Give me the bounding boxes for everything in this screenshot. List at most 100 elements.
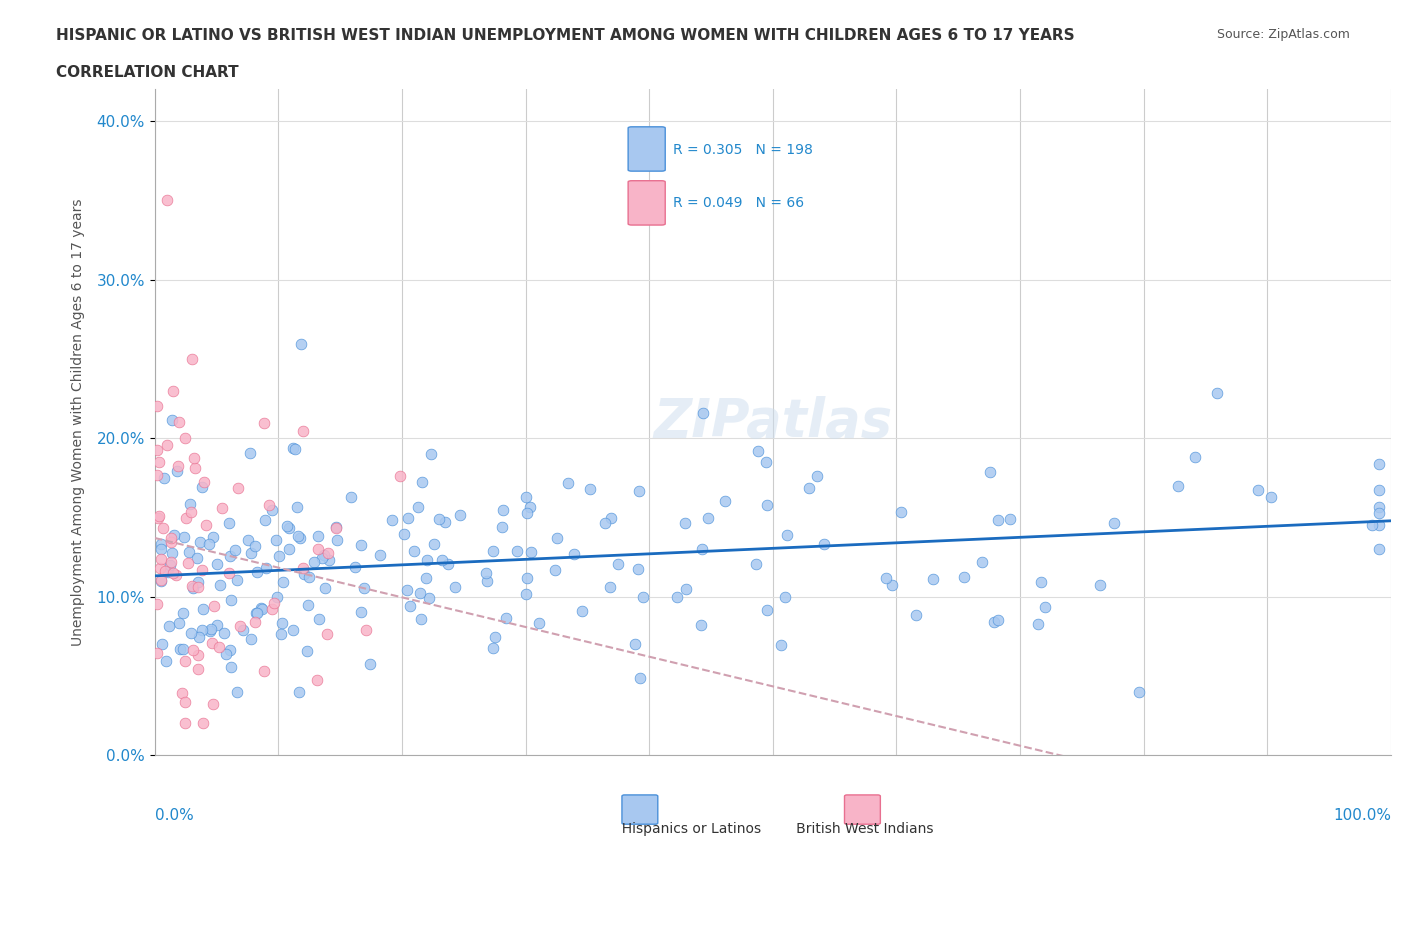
Point: [146, 645, 169, 660]
Point: [218, 549, 240, 564]
Point: [245, 605, 267, 620]
Point: [1128, 684, 1150, 699]
Point: [239, 631, 262, 646]
Point: [239, 545, 262, 560]
Point: [156, 438, 179, 453]
Point: [343, 559, 366, 574]
Point: [515, 586, 537, 601]
Point: [290, 337, 312, 352]
Point: [1205, 385, 1227, 400]
Point: [515, 489, 537, 504]
Point: [229, 618, 252, 633]
Point: [191, 623, 214, 638]
Point: [246, 605, 269, 620]
Point: [692, 405, 714, 420]
Point: [593, 515, 616, 530]
Point: [381, 512, 404, 527]
Point: [191, 479, 214, 494]
Point: [312, 547, 335, 562]
Point: [266, 590, 288, 604]
Point: [193, 716, 215, 731]
Point: [207, 639, 229, 654]
Point: [160, 546, 183, 561]
Point: [187, 580, 209, 595]
Point: [353, 580, 375, 595]
Point: [491, 519, 513, 534]
Point: [201, 529, 224, 544]
Point: [1368, 499, 1391, 514]
Point: [165, 567, 187, 582]
Point: [285, 499, 308, 514]
Point: [297, 644, 319, 658]
Point: [423, 537, 446, 551]
Point: [506, 543, 529, 558]
Point: [208, 578, 231, 592]
Point: [159, 530, 181, 545]
Point: [797, 481, 820, 496]
Point: [564, 547, 586, 562]
Point: [160, 413, 183, 428]
Point: [246, 565, 269, 579]
Point: [628, 671, 651, 686]
Point: [437, 557, 460, 572]
Point: [219, 592, 242, 607]
Point: [292, 566, 315, 581]
Point: [409, 585, 432, 600]
Point: [481, 641, 503, 656]
Point: [170, 686, 193, 701]
Point: [987, 612, 1010, 627]
Text: ZIPatlas: ZIPatlas: [654, 396, 893, 448]
Point: [162, 383, 184, 398]
Point: [714, 494, 737, 509]
Point: [191, 602, 214, 617]
Point: [350, 604, 373, 619]
Point: [813, 537, 835, 551]
Point: [212, 626, 235, 641]
Point: [953, 569, 976, 584]
Text: Hispanics or Latinos        British West Indians: Hispanics or Latinos British West Indian…: [613, 821, 934, 835]
Point: [415, 571, 437, 586]
Point: [278, 520, 301, 535]
Point: [983, 614, 1005, 629]
Point: [606, 557, 628, 572]
Point: [875, 570, 897, 585]
Point: [449, 508, 471, 523]
Point: [271, 575, 294, 590]
Point: [264, 533, 287, 548]
Point: [188, 630, 211, 644]
Point: [1029, 575, 1052, 590]
Point: [311, 551, 333, 565]
Point: [444, 579, 467, 594]
Point: [398, 598, 420, 613]
Text: Source: ZipAtlas.com: Source: ZipAtlas.com: [1216, 28, 1350, 41]
Point: [281, 623, 304, 638]
Point: [193, 474, 215, 489]
Point: [396, 583, 419, 598]
Point: [1033, 600, 1056, 615]
Point: [1000, 512, 1022, 526]
Point: [970, 555, 993, 570]
Point: [254, 512, 277, 527]
Point: [433, 514, 456, 529]
Point: [146, 443, 169, 458]
Point: [516, 506, 538, 521]
Point: [239, 445, 262, 460]
Point: [402, 544, 425, 559]
Point: [177, 555, 200, 570]
Point: [172, 642, 194, 657]
Point: [631, 590, 654, 604]
Point: [314, 581, 336, 596]
Point: [770, 638, 793, 653]
Point: [1260, 490, 1282, 505]
Point: [666, 590, 689, 604]
Point: [271, 616, 294, 631]
Point: [291, 561, 314, 576]
Point: [690, 618, 713, 632]
Point: [257, 498, 280, 512]
Point: [527, 616, 550, 631]
Point: [260, 502, 283, 517]
Point: [520, 544, 543, 559]
Point: [146, 468, 169, 483]
Point: [163, 527, 186, 542]
Point: [149, 574, 172, 589]
